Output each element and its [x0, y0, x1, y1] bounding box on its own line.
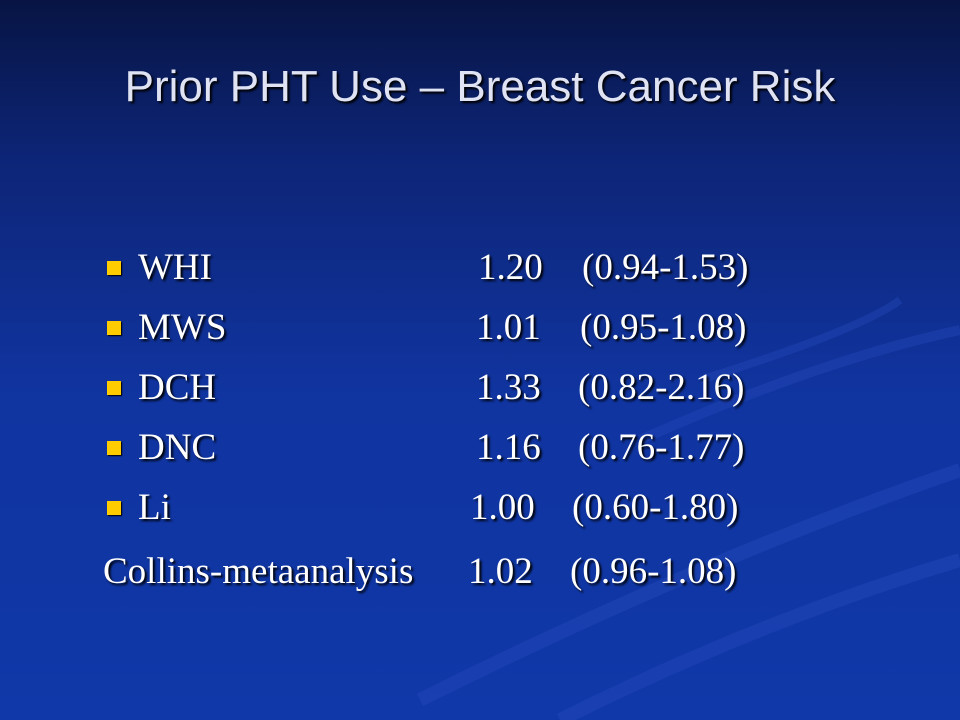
list-item: DCH 1.33 (0.82-2.16)	[0, 366, 960, 410]
item-label: WHI	[138, 247, 212, 288]
risk-ratio: 1.00	[470, 487, 535, 528]
bullet	[107, 501, 121, 515]
list-item: Li 1.00 (0.60-1.80)	[0, 486, 960, 530]
risk-ratio: 1.01	[476, 307, 541, 348]
summary-label: Collins-metaanalysis	[103, 551, 414, 592]
summary-ratio: 1.02	[468, 551, 533, 592]
item-label: DNC	[138, 427, 217, 468]
confidence-interval: (0.60-1.80)	[572, 487, 739, 528]
risk-ratio: 1.16	[476, 427, 541, 468]
confidence-interval: (0.76-1.77)	[578, 427, 745, 468]
bullet	[107, 321, 121, 335]
item-label: Li	[138, 487, 171, 528]
list-item: MWS 1.01 (0.95-1.08)	[0, 306, 960, 350]
risk-ratio: 1.20	[478, 247, 543, 288]
bullet	[107, 381, 121, 395]
bullet	[107, 441, 121, 455]
confidence-interval: (0.95-1.08)	[580, 307, 747, 348]
list-item: DNC 1.16 (0.76-1.77)	[0, 426, 960, 470]
bullet	[107, 261, 121, 275]
summary-ci: (0.96-1.08)	[570, 551, 737, 592]
summary-row: Collins-metaanalysis 1.02 (0.96-1.08)	[0, 550, 960, 594]
list-item: WHI 1.20 (0.94-1.53)	[0, 246, 960, 290]
confidence-interval: (0.94-1.53)	[582, 247, 749, 288]
item-label: DCH	[138, 367, 217, 408]
confidence-interval: (0.82-2.16)	[578, 367, 745, 408]
slide-title: Prior PHT Use – Breast Cancer Risk	[124, 62, 836, 111]
risk-ratio: 1.33	[476, 367, 541, 408]
item-label: MWS	[138, 307, 227, 348]
